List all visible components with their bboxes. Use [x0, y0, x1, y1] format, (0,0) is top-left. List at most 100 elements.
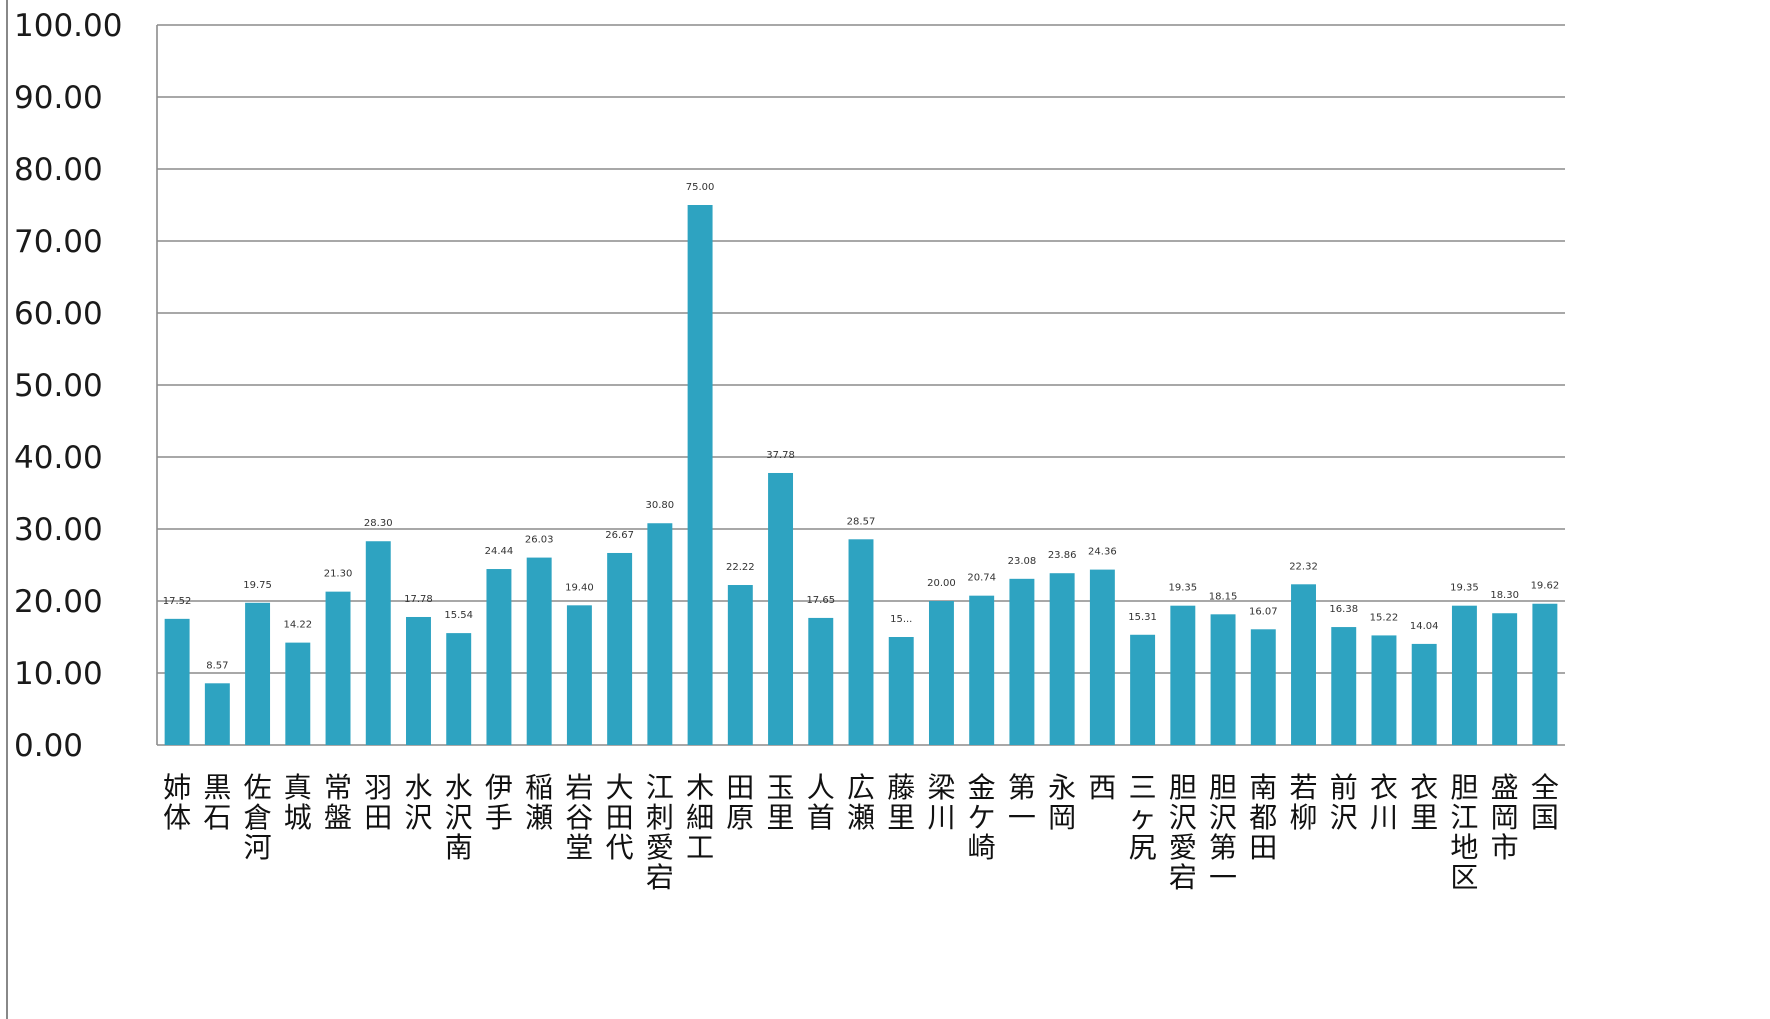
x-tick-char: 真 [284, 771, 312, 804]
bar [768, 472, 794, 745]
x-tick-char: 尻 [1129, 831, 1157, 864]
x-tick-label: 姉体 [163, 771, 191, 834]
bar [888, 637, 914, 745]
x-tick-label: 広瀬 [847, 771, 875, 834]
data-label: 18.15 [1209, 591, 1238, 602]
x-tick-char: 田 [726, 771, 754, 804]
x-tick-label: 伊手 [485, 771, 513, 834]
x-tick-char: 岡 [1048, 801, 1076, 834]
x-tick-char: 前 [1330, 771, 1358, 804]
x-tick-char: 首 [807, 801, 835, 834]
x-tick-char: 川 [1370, 801, 1398, 834]
x-tick-char: 崎 [968, 831, 996, 864]
x-tick-char: 田 [1249, 831, 1277, 864]
bar [727, 585, 753, 745]
data-label: 8.57 [206, 660, 228, 671]
data-label: 22.32 [1289, 561, 1318, 572]
x-tick-label: 真城 [284, 771, 312, 834]
data-label: 21.30 [324, 569, 353, 580]
x-tick-label: 羽田 [364, 771, 392, 834]
x-tick-char: 工 [686, 831, 714, 864]
x-tick-label: 水沢南 [445, 771, 473, 864]
x-tick-char: 一 [1008, 801, 1036, 834]
data-label: 28.30 [364, 518, 393, 529]
x-tick-label: 佐倉河 [244, 771, 272, 864]
x-tick-char: 岩 [565, 771, 593, 804]
bar [164, 618, 190, 745]
x-tick-char: 区 [1450, 861, 1478, 894]
bar [969, 595, 995, 745]
x-tick-char: 里 [887, 801, 915, 834]
x-tick-char: 羽 [364, 771, 392, 804]
data-label: 19.35 [1169, 583, 1198, 594]
x-tick-char: 佐 [244, 771, 272, 804]
x-tick-char: 若 [1290, 771, 1318, 804]
x-tick-char: 稲 [525, 771, 553, 804]
y-tick-label: 10.00 [14, 656, 103, 692]
bar [1210, 614, 1236, 745]
y-tick-label: 0.00 [14, 728, 83, 764]
y-tick-label: 90.00 [14, 80, 103, 116]
x-tick-char: 南 [1249, 771, 1277, 804]
bar [1130, 634, 1156, 745]
x-tick-char: 大 [606, 771, 634, 804]
bar [1089, 569, 1115, 745]
x-tick-char: 藤 [887, 771, 915, 804]
bar [1492, 613, 1518, 745]
x-tick-char: 全 [1531, 771, 1559, 804]
x-tick-char: 金 [968, 771, 996, 804]
x-tick-label: 永岡 [1048, 771, 1076, 834]
x-tick-char: 盤 [324, 801, 352, 834]
x-tick-char: 南 [445, 831, 473, 864]
x-tick-char: 地 [1450, 831, 1478, 864]
x-tick-char: 川 [927, 801, 955, 834]
x-tick-char: 伊 [485, 771, 513, 804]
x-tick-char: 玉 [767, 771, 795, 804]
bar [1532, 603, 1558, 745]
bar [1049, 573, 1075, 745]
x-tick-char: 刺 [646, 801, 674, 834]
data-label: 15.22 [1370, 612, 1399, 623]
x-tick-label: 人首 [807, 771, 835, 834]
x-tick-char: 黒 [203, 771, 231, 804]
x-tick-char: 第 [1209, 831, 1237, 864]
x-tick-label: 田原 [726, 771, 754, 834]
x-tick-label: 三ヶ尻 [1129, 771, 1157, 864]
y-tick-label: 40.00 [14, 440, 103, 476]
x-tick-char: 里 [1410, 801, 1438, 834]
bar [848, 539, 874, 745]
y-tick-label: 20.00 [14, 584, 103, 620]
data-label: 14.22 [283, 620, 312, 631]
x-tick-label: 藤里 [887, 771, 915, 834]
x-tick-char: 河 [244, 831, 272, 864]
x-tick-label: 岩谷堂 [565, 771, 593, 864]
x-tick-char: 原 [726, 801, 754, 834]
data-label: 37.78 [766, 450, 795, 461]
x-tick-char: 田 [606, 801, 634, 834]
data-label: 17.78 [404, 594, 433, 605]
x-tick-char: 手 [485, 801, 513, 834]
data-label: 17.65 [806, 595, 835, 606]
bar [285, 642, 311, 745]
x-tick-label: 黒石 [203, 771, 231, 834]
data-label: 30.80 [646, 500, 675, 511]
x-tick-char: 水 [445, 771, 473, 804]
x-tick-char: 一 [1209, 861, 1237, 894]
data-label: 26.03 [525, 535, 554, 546]
x-tick-char: 広 [847, 771, 875, 804]
x-tick-label: 第一 [1008, 771, 1036, 834]
bars [164, 205, 1558, 745]
y-tick-label: 70.00 [14, 224, 103, 260]
bar [1250, 629, 1276, 745]
x-tick-label: 全国 [1531, 771, 1559, 834]
x-tick-char: 瀬 [525, 801, 553, 834]
x-tick-char: 細 [686, 801, 714, 834]
x-tick-char: 衣 [1370, 771, 1398, 804]
x-tick-char: 木 [686, 771, 714, 804]
bar [1170, 605, 1196, 745]
data-label: 24.44 [485, 546, 514, 557]
x-tick-label: 梁川 [927, 771, 955, 834]
x-tick-label: 衣川 [1370, 771, 1398, 834]
